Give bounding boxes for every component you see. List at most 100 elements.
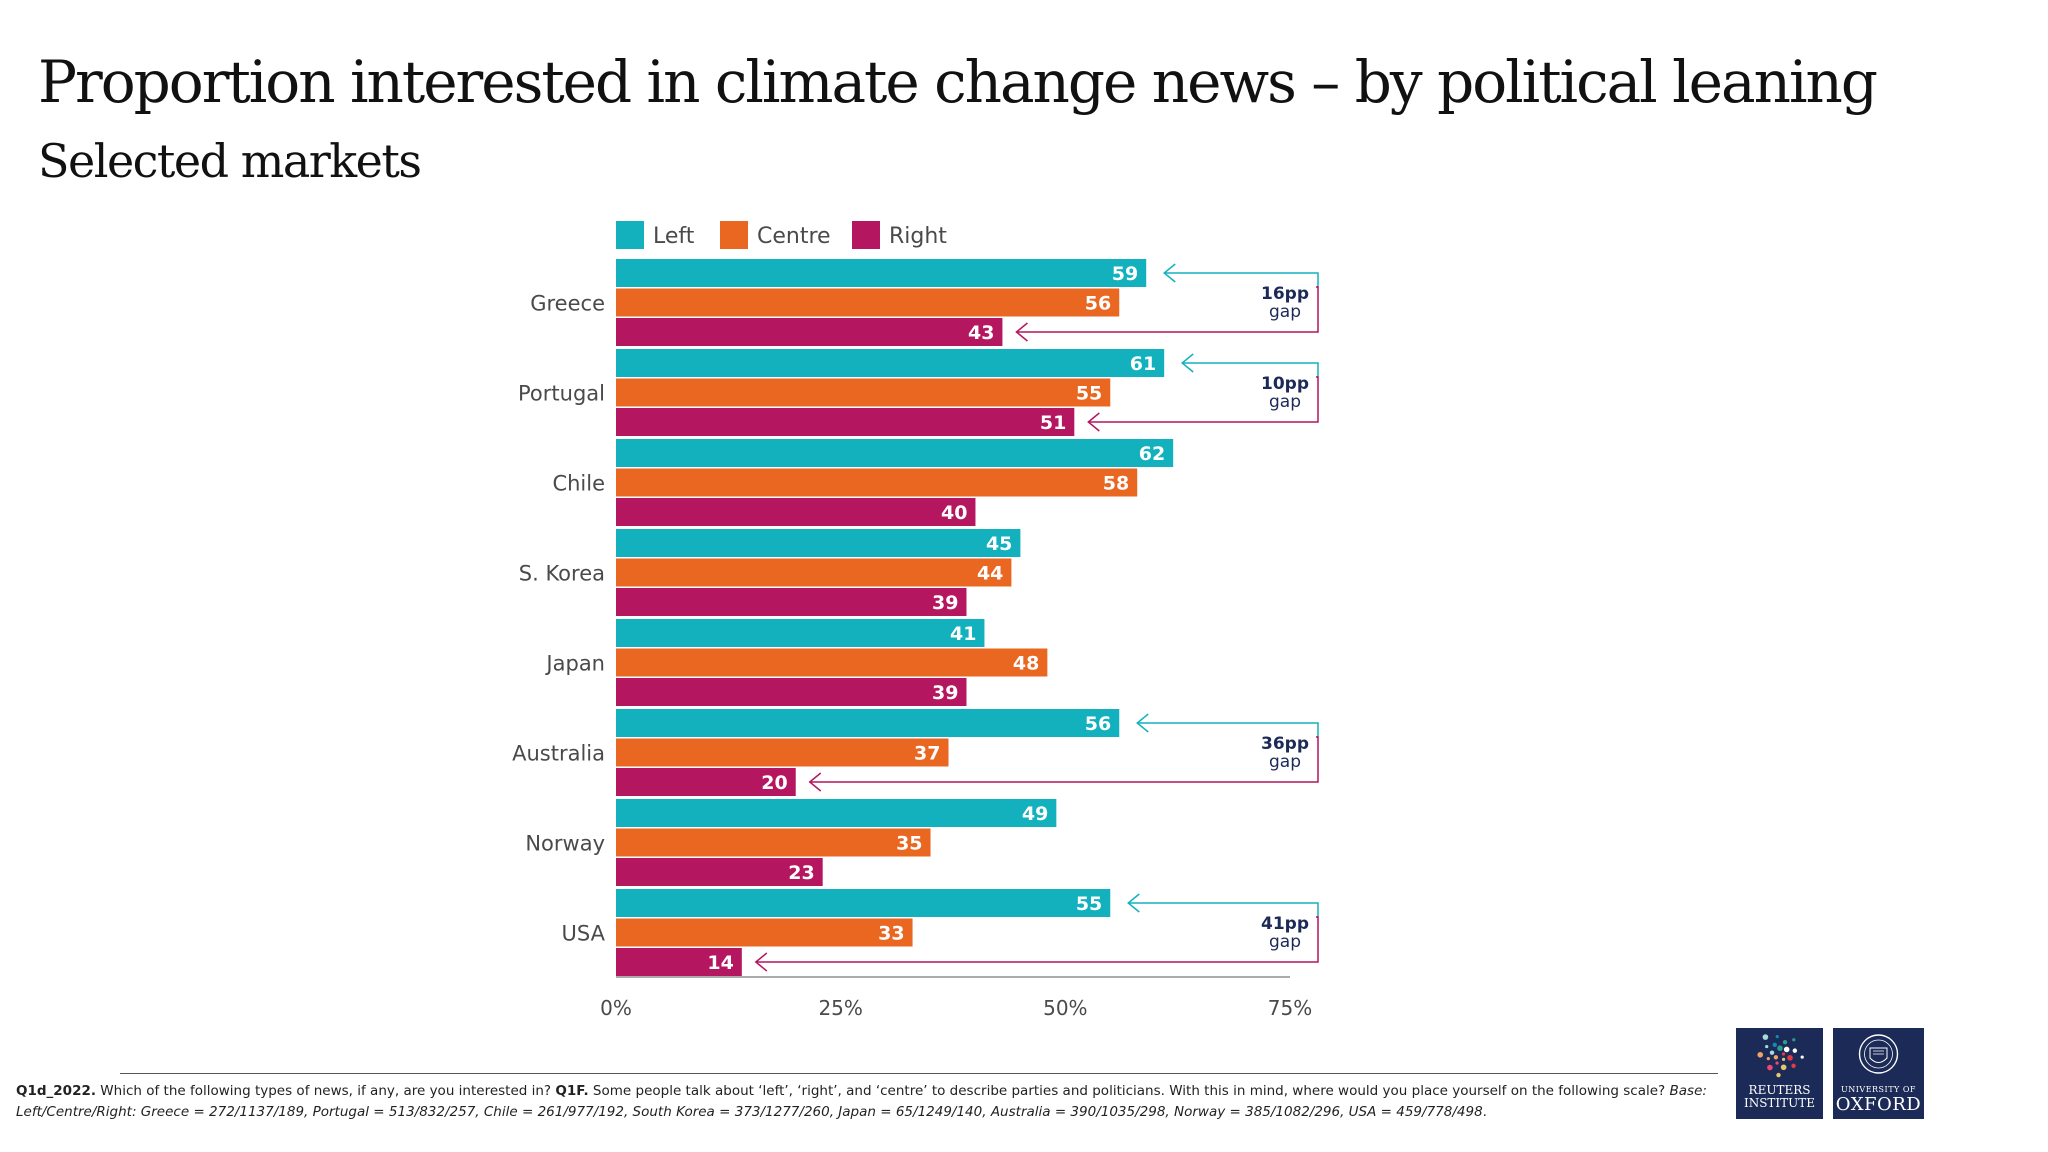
category-label: Australia: [512, 742, 605, 766]
oxford-university-logo: UNIVERSITY OF OXFORD: [1833, 1028, 1924, 1119]
logo-dot: [1783, 1046, 1790, 1053]
data-label: 41: [950, 623, 976, 645]
arrowhead: [754, 952, 768, 972]
category-label: Norway: [525, 832, 605, 856]
data-label: 56: [1085, 713, 1111, 735]
gap-label: gap: [1269, 302, 1301, 322]
data-label: 55: [1076, 893, 1102, 915]
bar: [616, 678, 967, 706]
reuters-line1: REUTERS: [1748, 1083, 1811, 1097]
data-label: 58: [1103, 473, 1129, 495]
logo-dot: [1775, 1035, 1779, 1039]
reuters-institute-logo: REUTERS INSTITUTE: [1736, 1028, 1823, 1119]
bar: [616, 588, 967, 616]
bar: [616, 918, 913, 947]
logo-dot: [1762, 1034, 1769, 1040]
bar: [616, 799, 1057, 827]
footnote-q1-label: Q1d_2022.: [16, 1083, 96, 1099]
gap-line-left: [1182, 362, 1319, 377]
arrowhead: [1163, 263, 1176, 283]
logo-dot: [1767, 1064, 1773, 1071]
bar: [616, 318, 1003, 346]
gap-value: 10pp: [1261, 374, 1309, 394]
category-label: Portugal: [518, 382, 605, 406]
legend-swatch: [720, 221, 748, 249]
data-label: 35: [896, 833, 922, 855]
bar: [616, 648, 1048, 677]
gap-line-left: [1137, 722, 1319, 737]
logo-dot: [1781, 1057, 1786, 1061]
bar: [616, 408, 1075, 436]
bar: [616, 439, 1174, 467]
legend-label: Centre: [757, 224, 831, 249]
bar-chart: Left Centre RightGreece595643Portugal61555…: [512, 221, 1319, 1020]
data-label: 44: [977, 563, 1003, 585]
oxford-crest-icon: [1858, 1034, 1899, 1074]
logo-dot: [1791, 1063, 1796, 1069]
bar: [616, 948, 742, 976]
data-label: 40: [941, 502, 967, 524]
gap-label: gap: [1269, 392, 1301, 412]
footnote-q2-text: Some people talk about ‘left’, ‘right’, …: [588, 1083, 1670, 1099]
logo-dot: [1765, 1044, 1769, 1049]
x-tick-label: 50%: [1043, 996, 1087, 1020]
logo-dot: [1782, 1040, 1788, 1045]
bar: [616, 529, 1021, 557]
data-label: 43: [968, 322, 994, 344]
logo-dot: [1780, 1064, 1787, 1071]
category-label: Greece: [530, 292, 605, 316]
data-label: 23: [788, 862, 814, 884]
x-tick-label: 0%: [600, 996, 632, 1020]
arrowhead: [1087, 412, 1100, 432]
footnote-q2-label: Q1F.: [555, 1083, 589, 1099]
category-label: S. Korea: [519, 562, 605, 586]
gap-value: 36pp: [1261, 734, 1309, 754]
data-label: 39: [932, 682, 958, 704]
gap-label: gap: [1269, 932, 1301, 952]
legend-swatch: [616, 221, 644, 249]
logo-dot: [1773, 1055, 1779, 1060]
bar: [616, 378, 1111, 407]
data-label: 49: [1022, 803, 1048, 825]
bar: [616, 288, 1120, 317]
data-label: 62: [1139, 443, 1165, 465]
logo-dot: [1772, 1042, 1777, 1048]
footnote-q1-text: Which of the following types of news, if…: [96, 1083, 556, 1099]
logo-dot: [1792, 1038, 1796, 1042]
data-label: 37: [914, 743, 940, 765]
logo-dot: [1757, 1051, 1764, 1058]
legend-label: Right: [889, 224, 947, 249]
logo-dot: [1766, 1057, 1770, 1061]
logo-dot: [1781, 1052, 1786, 1056]
logo-dot: [1775, 1061, 1779, 1065]
data-label: 56: [1085, 293, 1111, 315]
reuters-dots-icon: [1757, 1034, 1804, 1078]
bar: [616, 889, 1111, 917]
oxford-line1: UNIVERSITY OF: [1841, 1085, 1916, 1094]
bar: [616, 619, 985, 647]
footnote: Q1d_2022. Which of the following types o…: [16, 1081, 1716, 1123]
page-title: Proportion interested in climate change …: [38, 48, 1878, 116]
bar: [616, 349, 1165, 377]
data-label: 20: [761, 772, 787, 794]
data-label: 61: [1130, 353, 1156, 375]
x-tick-label: 75%: [1268, 996, 1312, 1020]
gap-label: gap: [1269, 752, 1301, 772]
arrowhead: [1181, 353, 1194, 373]
legend-swatch: [852, 221, 880, 249]
logo-dot: [1800, 1055, 1804, 1059]
logo-dot: [1769, 1050, 1775, 1055]
reuters-line2: INSTITUTE: [1743, 1096, 1816, 1110]
data-label: 55: [1076, 383, 1102, 405]
category-label: Chile: [552, 472, 605, 496]
data-label: 14: [707, 952, 733, 974]
legend-label: Left: [653, 224, 695, 249]
data-label: 45: [986, 533, 1012, 555]
bar: [616, 858, 823, 886]
data-label: 39: [932, 592, 958, 614]
page-subtitle: Selected markets: [38, 134, 422, 188]
arrowhead: [808, 772, 822, 792]
bar: [616, 468, 1138, 497]
category-label: Japan: [544, 652, 605, 676]
footnote-base: Base: Left/Centre/Right: Greece = 272/11…: [16, 1083, 1707, 1120]
